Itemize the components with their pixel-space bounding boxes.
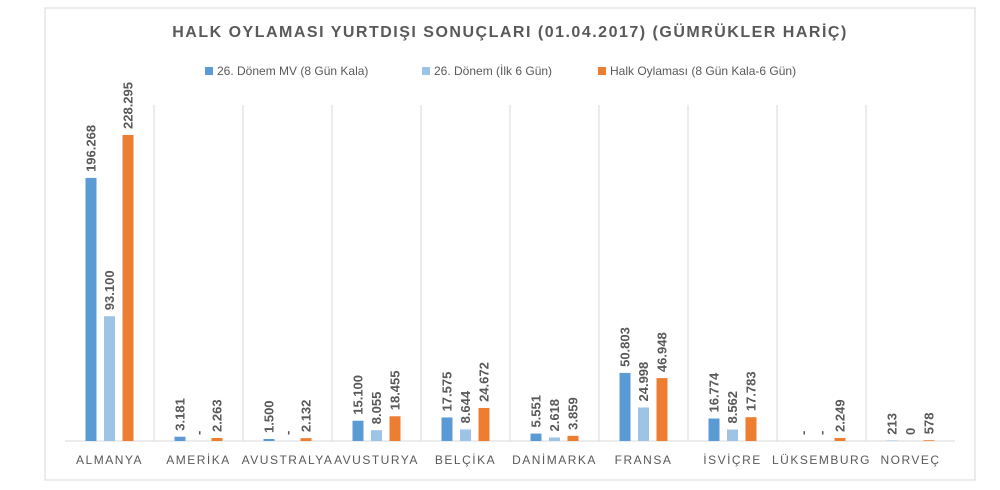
bar: [460, 429, 471, 441]
bar: [745, 417, 757, 441]
bar: [549, 437, 560, 441]
bar: [441, 417, 453, 441]
data-label: -: [191, 431, 206, 435]
data-label: 46.948: [654, 332, 669, 372]
data-label: 24.672: [476, 362, 491, 402]
data-label: 5.551: [528, 395, 543, 428]
data-label: 196.268: [83, 125, 98, 172]
bar: [263, 438, 275, 441]
legend-label: 26. Dönem MV (8 Gün Kala): [217, 64, 368, 78]
bar: [85, 177, 97, 442]
bar: [727, 429, 738, 441]
bar: [656, 378, 668, 441]
legend-swatch: [598, 67, 606, 75]
data-label: -: [814, 431, 829, 435]
data-label: 8.562: [725, 391, 740, 424]
data-label: 0: [903, 428, 918, 435]
x-tick-label: ALMANYA: [76, 453, 143, 467]
legend-swatch: [205, 67, 213, 75]
data-label: 8.055: [369, 392, 384, 425]
bar: [122, 135, 134, 441]
x-tick-label: NORVEÇ: [880, 453, 940, 467]
data-label: -: [280, 431, 295, 435]
bar: [478, 407, 490, 441]
data-label: 50.803: [617, 327, 632, 367]
data-label: 16.774: [706, 372, 721, 413]
bar: [567, 435, 579, 441]
bar: [619, 372, 631, 441]
x-tick-label: AMERİKA: [166, 453, 231, 467]
data-label: 578: [921, 413, 936, 435]
data-label: -: [795, 431, 810, 435]
data-label: 2.618: [547, 399, 562, 432]
data-label: 17.575: [439, 372, 454, 412]
bar: [174, 436, 186, 441]
x-tick-label: AVUSTURYA: [334, 453, 419, 467]
data-label: 18.455: [387, 370, 402, 410]
bar: [708, 418, 720, 441]
chart-title: HALK OYLAMASI YURTDIŞI SONUÇLARI (01.04.…: [172, 22, 848, 41]
data-label: 8.644: [458, 390, 473, 423]
x-tick-label: İSVİÇRE: [703, 453, 762, 467]
bar: [923, 440, 935, 441]
x-tick-label: BELÇİKA: [435, 453, 496, 467]
data-label: 2.263: [209, 399, 224, 432]
data-label: 1.500: [261, 400, 276, 433]
bar: [638, 407, 649, 441]
data-label: 15.100: [350, 375, 365, 415]
bar: [300, 438, 312, 441]
x-tick-label: FRANSA: [615, 453, 673, 467]
data-label: 2.249: [832, 399, 847, 432]
data-label: 24.998: [636, 362, 651, 402]
data-label: 3.859: [565, 397, 580, 430]
x-tick-label: AVUSTRALYA: [242, 453, 334, 467]
x-tick-label: LÜKSEMBURG: [772, 453, 871, 467]
bar: [834, 437, 846, 441]
data-label: 93.100: [102, 270, 117, 310]
data-label: 228.295: [120, 82, 135, 129]
legend-label: 26. Dönem (İlk 6 Gün): [434, 64, 552, 78]
data-label: 17.783: [743, 371, 758, 411]
data-label: 2.132: [298, 400, 313, 433]
legend-label: Halk Oylaması (8 Gün Kala-6 Gün): [610, 64, 796, 78]
bar: [530, 433, 542, 441]
bar: [211, 437, 223, 441]
data-label: 3.181: [172, 398, 187, 431]
legend-swatch: [422, 67, 430, 75]
bar: [352, 420, 364, 441]
bar: [389, 416, 401, 441]
x-tick-label: DANİMARKA: [512, 453, 597, 467]
data-label: 213: [884, 413, 899, 435]
bar: [371, 430, 382, 441]
bar: [104, 316, 115, 441]
